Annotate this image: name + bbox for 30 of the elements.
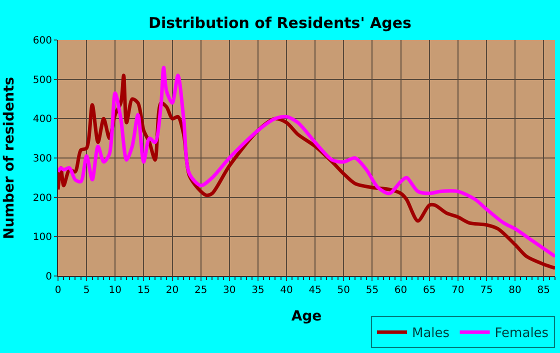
y-tick-label: 400 [32,114,52,126]
y-tick-label: 0 [46,272,52,282]
y-tick-label: 200 [32,192,52,204]
x-tick-label: 40 [280,285,293,296]
x-tick-label: 30 [223,285,236,296]
x-tick-label: 20 [166,285,179,296]
x-tick-label: 0 [54,285,62,296]
x-tick-label: 15 [137,285,150,296]
x-tick-label: 60 [394,285,408,296]
chart-title: Distribution of Residents' Ages [148,14,412,32]
y-axis-title: Number of residents [2,76,18,240]
y-tick-label: 500 [32,74,52,86]
x-tick-label: 35 [252,285,264,296]
x-tick-label: 10 [108,285,122,296]
x-tick-label: 25 [194,285,208,296]
y-tick-label: 100 [32,232,52,244]
x-tick-label: 45 [308,285,322,296]
y-tick-label: 600 [32,36,52,46]
x-tick-label: 55 [366,285,379,296]
legend-label: Females [494,326,549,342]
x-tick-label: 50 [337,285,350,296]
y-tick-label: 300 [32,154,52,164]
x-tick-label: 80 [508,285,522,296]
x-tick-label: 75 [480,285,493,296]
x-tick-label: 85 [537,285,550,296]
legend-label: Males [412,326,450,342]
x-axis-title: Age [291,308,322,324]
x-tick-label: 65 [422,285,436,296]
x-tick-label: 70 [452,285,464,296]
x-tick-label: 5 [83,285,90,296]
